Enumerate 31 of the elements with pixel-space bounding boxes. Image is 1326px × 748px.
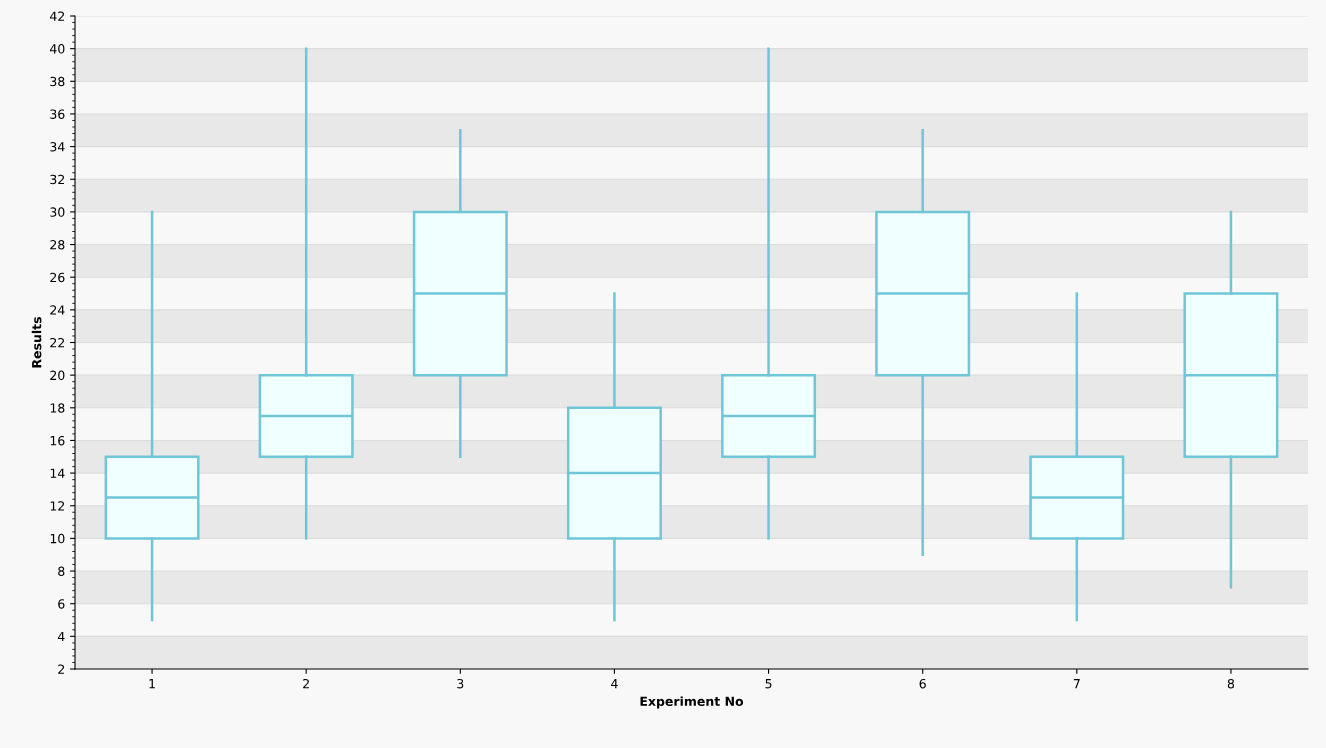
y-tick-label: 18 — [50, 403, 65, 413]
y-tick-label: 8 — [58, 566, 65, 576]
x-tick-label: 4 — [611, 679, 618, 689]
y-tick-label: 2 — [58, 664, 65, 674]
x-tick-label: 7 — [1073, 679, 1080, 689]
y-tick-label: 14 — [50, 468, 65, 478]
y-tick-label: 16 — [50, 435, 65, 446]
y-tick-label: 38 — [50, 76, 65, 87]
y-tick-label: 42 — [49, 11, 65, 21]
y-tick-label: 34 — [50, 142, 65, 152]
y-tick-label: 20 — [50, 370, 65, 381]
y-tick-label: 24 — [50, 305, 65, 315]
y-tick-label: 4 — [57, 631, 65, 642]
x-axis-title: Experiment No — [640, 696, 744, 709]
y-tick-label: 36 — [50, 109, 65, 119]
x-tick-label: 1 — [149, 679, 155, 689]
y-tick-label: 22 — [50, 337, 65, 348]
y-tick-label: 10 — [50, 533, 65, 544]
x-tick-label: 8 — [1227, 678, 1235, 689]
y-tick-label: 12 — [50, 501, 65, 511]
x-tick-label: 2 — [303, 678, 309, 689]
x-tick-label: 3 — [457, 678, 464, 689]
y-axis-title: Results — [31, 317, 42, 368]
y-tick-label: 40 — [49, 44, 65, 54]
x-tick-label: 6 — [919, 678, 926, 689]
y-tick-label: 26 — [50, 272, 65, 283]
y-tick-label: 28 — [50, 240, 65, 250]
y-tick-label: 6 — [58, 599, 65, 609]
x-tick-label: 5 — [765, 679, 772, 689]
y-tick-label: 30 — [50, 207, 65, 217]
y-tick-label: 32 — [50, 174, 65, 185]
